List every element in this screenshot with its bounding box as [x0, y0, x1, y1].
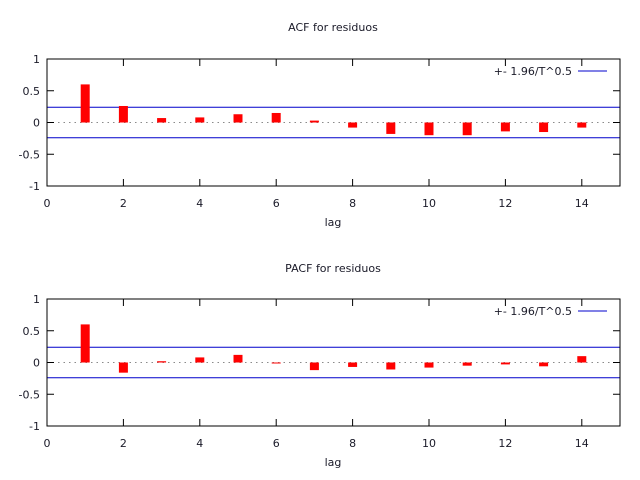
pacf-bar-lag-14: [577, 356, 587, 363]
acf-bar-lag-10: [424, 122, 434, 136]
acf-bar-lag-11: [462, 122, 472, 136]
pacf-bar-lag-12: [500, 362, 510, 365]
pacf-xaxis-label: lag: [325, 456, 342, 469]
pacf-x-tick-label: 8: [349, 437, 356, 450]
pacf-x-tick-label: 4: [196, 437, 203, 450]
acf-bar-lag-6: [271, 112, 281, 123]
pacf-y-tick-label: -1: [29, 420, 40, 433]
pacf-y-tick-label: 0.5: [23, 325, 41, 338]
acf-bar-lag-3: [157, 118, 167, 123]
pacf-plot-canvas: 0 2 4 6 8 10 12 14 -1 -0.5 0 0.5 1 PACF for residuos…: [19, 262, 621, 469]
acf-x-tick-label: 14: [575, 197, 589, 210]
pacf-chart: 0 2 4 6 8 10 12 14 -1 -0.5 0 0.5 1 PACF for residuos…: [0, 240, 640, 480]
pacf-x-tick-label: 12: [498, 437, 512, 450]
acf-legend-label: +- 1.96/T^0.5: [494, 65, 572, 78]
pacf-bar-lag-4: [195, 357, 205, 363]
acf-y-tick-label: -1: [29, 180, 40, 193]
acf-bar-lag-13: [539, 122, 549, 133]
acf-bar-lag-5: [233, 114, 243, 123]
acf-y-tick-label: 1: [33, 53, 40, 66]
pacf-x-tick-label: 0: [44, 437, 51, 450]
acf-x-tick-label: 2: [120, 197, 127, 210]
acf-title: ACF for residuos: [288, 21, 378, 34]
acf-bar-lag-8: [348, 122, 358, 128]
acf-plot-elements: 0 2 4 6 8 10 12 14 -1 -0.5 0 0.5 1: [19, 53, 621, 210]
pacf-legend-label: +- 1.96/T^0.5: [494, 305, 572, 318]
pacf-bar-lag-1: [80, 324, 90, 363]
acf-x-tick-label: 6: [273, 197, 280, 210]
acf-x-tick-label: 4: [196, 197, 203, 210]
acf-x-tick-label: 12: [498, 197, 512, 210]
pacf-bar-lag-10: [424, 362, 434, 368]
acf-xaxis-label: lag: [325, 216, 342, 229]
acf-chart: 0 2 4 6 8 10 12 14 -1 -0.5 0 0.5 1 ACF for residuos …: [19, 21, 621, 229]
acf-bar-lag-14: [577, 122, 587, 128]
pacf-bar-lag-7: [309, 362, 319, 371]
pacf-x-tick-label: 6: [273, 437, 280, 450]
pacf-x-tick-label: 10: [422, 437, 436, 450]
pacf-y-tick-label: -0.5: [19, 388, 40, 401]
pacf-bar-lag-9: [386, 362, 396, 370]
pacf-plot-elements: 0 2 4 6 8 10 12 14 -1 -0.5 0 0.5 1: [19, 293, 621, 450]
acf-bar-lag-7: [309, 120, 319, 123]
pacf-bar-lag-6: [271, 362, 281, 364]
pacf-bar-lag-3: [157, 361, 167, 363]
acf-y-tick-label: 0.5: [23, 85, 41, 98]
pacf-bar-lag-5: [233, 354, 243, 363]
pacf-bar-lag-8: [348, 362, 358, 367]
pacf-bar-lag-13: [539, 362, 549, 367]
acf-bar-lag-12: [500, 122, 510, 132]
acf-y-tick-label: 0: [33, 117, 40, 130]
pacf-x-tick-label: 2: [120, 437, 127, 450]
pacf-y-tick-label: 1: [33, 293, 40, 306]
pacf-y-tick-label: 0: [33, 357, 40, 370]
pacf-title: PACF for residuos: [285, 262, 381, 275]
acf-bar-lag-9: [386, 122, 396, 134]
acf-bar-lag-2: [118, 105, 128, 123]
acf-bar-lag-1: [80, 84, 90, 123]
acf-x-tick-label: 10: [422, 197, 436, 210]
pacf-x-tick-label: 14: [575, 437, 589, 450]
pacf-bar-lag-11: [462, 362, 472, 366]
acf-x-tick-label: 8: [349, 197, 356, 210]
acf-x-tick-label: 0: [44, 197, 51, 210]
acf-plot-canvas: 0 2 4 6 8 10 12 14-1-0.500.51 ACF for residuos …: [19, 21, 621, 229]
pacf-bar-lag-2: [118, 362, 128, 373]
acf-y-tick-label: -0.5: [19, 148, 40, 161]
acf-bar-lag-4: [195, 117, 205, 123]
